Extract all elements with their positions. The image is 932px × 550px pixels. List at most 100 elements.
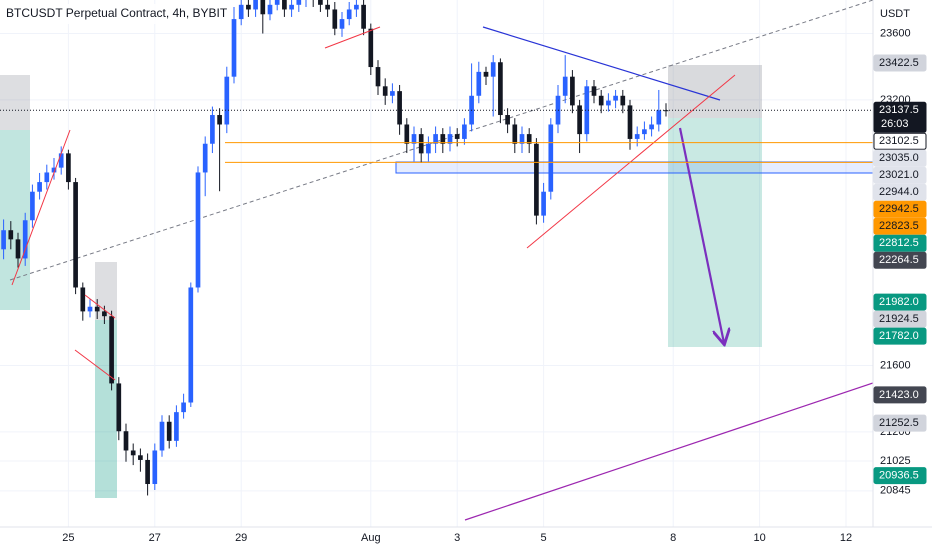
candle-body (634, 134, 640, 139)
candle-body (598, 95, 604, 106)
position-target-zone (668, 118, 762, 347)
x-tick-label: 25 (62, 532, 74, 544)
candle-body (152, 450, 158, 485)
candle-body (217, 115, 222, 125)
candle-body (202, 143, 208, 173)
price-label-box (873, 467, 927, 485)
price-label-box (873, 327, 927, 345)
candle-body (627, 105, 633, 139)
projection-arrow (678, 127, 724, 343)
candle-body (526, 134, 532, 144)
candle-body (318, 0, 323, 5)
candle-body (519, 134, 525, 144)
drawings (11, 26, 873, 521)
candle-body (584, 86, 590, 135)
candle-body (102, 311, 107, 317)
price-label: 22264.5 (879, 254, 919, 266)
candle-body (30, 191, 35, 221)
trend-line (84, 294, 116, 319)
y-tick-label: 21600 (880, 359, 911, 371)
y-tick-label: 21025 (880, 455, 911, 467)
candle-body (253, 0, 258, 10)
drawings (0, 0, 873, 498)
price-label-box (873, 149, 927, 167)
candle-body (8, 230, 14, 240)
candle-body (73, 182, 78, 288)
price-label: 23035.0 (879, 152, 919, 164)
candle-body (296, 0, 302, 5)
price-label-box (873, 132, 927, 150)
candle-body (1, 230, 6, 250)
trend-line (74, 349, 116, 381)
price-label: 20936.5 (879, 470, 919, 482)
y-tick-label: 23600 (880, 27, 911, 39)
price-label-box (873, 217, 927, 235)
candle-body (411, 134, 417, 144)
candle-body (22, 220, 28, 259)
candle-body (325, 4, 330, 10)
price-label: 23137.5 (879, 104, 919, 116)
price-label: 22812.5 (879, 237, 919, 249)
title-background (0, 4, 226, 24)
x-tick-label: 5 (541, 532, 547, 544)
channel-line (9, 0, 873, 281)
price-label-box (873, 310, 927, 328)
candle-body (15, 239, 21, 259)
price-label: 23021.0 (879, 169, 919, 181)
candle-body (368, 28, 374, 68)
price-label: 23102.5 (879, 135, 919, 147)
candle-body (534, 143, 539, 216)
candle-body (613, 95, 618, 101)
candle-body (591, 86, 597, 96)
candle-body (397, 91, 402, 125)
candle-body (505, 115, 510, 125)
candle-body (87, 306, 93, 312)
candle-body (58, 153, 64, 168)
candle-body (246, 4, 251, 10)
candle-body (541, 191, 546, 216)
trend-line (482, 26, 721, 101)
position-stop-zone (0, 75, 30, 130)
y-tick-label: 20845 (880, 485, 911, 497)
price-label: 21252.5 (879, 417, 919, 429)
price-label-box (873, 293, 927, 311)
trend-line (324, 26, 381, 49)
candle-body (454, 134, 460, 139)
candle-body (361, 4, 366, 29)
price-label: 22944.0 (879, 186, 919, 198)
candle-body (181, 402, 186, 413)
candle-body (123, 431, 129, 451)
y-axis-label: USDT (880, 8, 910, 20)
price-label-box (873, 101, 927, 133)
candle-body (130, 450, 136, 456)
price-label-box (873, 200, 927, 218)
x-tick-label: Aug (361, 532, 381, 544)
candle-body (267, 4, 273, 15)
candle-body (462, 124, 467, 139)
candle-body (260, 0, 266, 15)
candle-body (80, 287, 86, 312)
trend-line (464, 382, 873, 521)
candle-body (166, 421, 172, 441)
candle-body (188, 287, 194, 403)
candle-body (382, 86, 388, 96)
x-tick-label: 8 (670, 532, 676, 544)
price-label-box (873, 54, 927, 72)
candle-body (138, 455, 143, 460)
candle-body (620, 95, 626, 106)
candle-body (174, 412, 179, 441)
x-tick-label: 3 (454, 532, 460, 544)
candle-body (577, 105, 582, 135)
candle-body (498, 62, 503, 116)
candle-body (159, 421, 165, 451)
candle-body (145, 459, 150, 485)
grid (0, 0, 873, 527)
candle-body (440, 134, 446, 144)
price-label: 21924.5 (879, 313, 919, 325)
x-tick-label: 29 (235, 532, 247, 544)
countdown-label: 26:03 (881, 118, 909, 130)
price-lines (0, 109, 873, 163)
